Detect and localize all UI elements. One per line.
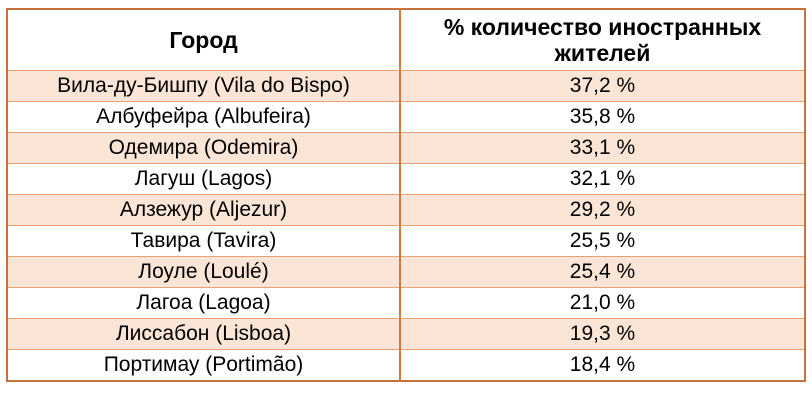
percent-cell: 33,1 % — [569, 136, 636, 159]
city-cell: Тавира (Tavira) — [7, 225, 401, 257]
percent-cell: 25,4 % — [569, 260, 636, 283]
city-cell: Одемира (Odemira) — [7, 132, 401, 164]
city-cell: Лиссабон (Lisboa) — [7, 318, 401, 350]
table-row: Вила-ду-Бишпу (Vila do Bispo) 37,2 % — [7, 70, 805, 102]
percent-cell: 18,4 % — [569, 353, 636, 376]
percent-cell: 21,0 % — [569, 291, 636, 314]
table-row: Албуфейра (Albufeira) 35,8 % — [7, 101, 805, 133]
city-cell: Алзежур (Aljezur) — [7, 194, 401, 226]
column-header-percent: % количество иностранных жителей — [400, 9, 805, 71]
foreign-residents-table: Город % количество иностранных жителей В… — [6, 8, 806, 382]
percent-cell: 19,3 % — [569, 322, 636, 345]
column-header-city: Город — [7, 9, 401, 71]
city-cell: Албуфейра (Albufeira) — [7, 101, 401, 133]
percent-cell: 37,2 % — [569, 74, 636, 97]
table-row: Тавира (Tavira) 25,5 % — [7, 225, 805, 257]
table-row: Одемира (Odemira) 33,1 % — [7, 132, 805, 164]
city-cell: Вила-ду-Бишпу (Vila do Bispo) — [7, 70, 401, 102]
table-row: Лагуш (Lagos) 32,1 % — [7, 163, 805, 195]
table-row: Лагоа (Lagoa) 21,0 % — [7, 287, 805, 319]
table-row: Лиссабон (Lisboa) 19,3 % — [7, 318, 805, 350]
table-row: Алзежур (Aljezur) 29,2 % — [7, 194, 805, 226]
table-body: Вила-ду-Бишпу (Vila do Bispo) 37,2 % Албуф… — [7, 70, 805, 381]
table-row: Лоуле (Loulé) 25,4 % — [7, 256, 805, 288]
header-row: Город % количество иностранных жителей — [7, 9, 805, 71]
percent-cell: 32,1 % — [569, 167, 636, 190]
city-cell: Портимау (Portimão) — [7, 349, 401, 381]
city-cell: Лагоа (Lagoa) — [7, 287, 401, 319]
percent-cell: 25,5 % — [569, 229, 636, 252]
percent-cell: 35,8 % — [569, 105, 636, 128]
page: Город % количество иностранных жителей В… — [6, 8, 806, 382]
city-cell: Лагуш (Lagos) — [7, 163, 401, 195]
city-cell: Лоуле (Loulé) — [7, 256, 401, 288]
percent-cell: 29,2 % — [569, 198, 636, 221]
table-row: Портимау (Portimão) 18,4 % — [7, 349, 805, 381]
